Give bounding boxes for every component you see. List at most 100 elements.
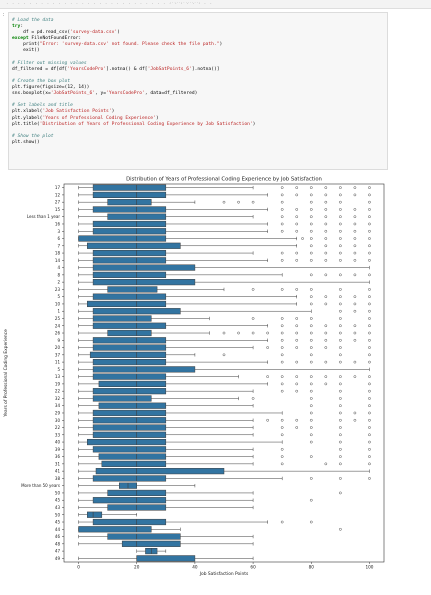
- outlier-point: [309, 244, 313, 248]
- code-cell[interactable]: # Load the data try: df = pd.read_csv('su…: [8, 12, 388, 170]
- code-line: # Load the data: [12, 18, 255, 24]
- outlier-point: [353, 186, 357, 189]
- y-tick-label: 44: [55, 527, 61, 532]
- outlier-point: [353, 375, 357, 378]
- box-group: 11: [55, 359, 371, 366]
- y-tick-label: 32: [55, 396, 61, 401]
- code-token: sns.boxplot(x=: [12, 91, 51, 97]
- box: [92, 264, 196, 271]
- outlier-point: [251, 288, 255, 291]
- boxplot-chart: Distribution of Years of Professional Co…: [3, 177, 385, 577]
- outlier-point: [339, 418, 342, 422]
- outlier-point: [295, 251, 299, 255]
- outlier-point: [324, 222, 328, 226]
- y-tick-label: 19: [55, 381, 61, 386]
- outlier-point: [280, 346, 284, 349]
- code-token: # Filter out missing values: [12, 60, 87, 66]
- outlier-point: [280, 389, 284, 393]
- outlier-point: [309, 411, 313, 415]
- box-group: 39: [55, 446, 371, 453]
- outlier-point: [295, 215, 299, 219]
- box-group: 26: [55, 329, 371, 337]
- y-tick-label: 20: [55, 345, 61, 350]
- outlier-point: [309, 426, 313, 429]
- y-axis-label: Years of Professional Coding Experience: [3, 329, 9, 418]
- box: [136, 555, 196, 562]
- outlier-point: [339, 251, 342, 255]
- outlier-point: [280, 418, 284, 422]
- y-tick-label: 15: [55, 207, 61, 212]
- box-group: More than 50 years: [21, 482, 196, 489]
- code-line: # Show the plot: [12, 134, 255, 140]
- outlier-point: [324, 229, 328, 233]
- outlier-point: [309, 397, 313, 400]
- code-token: 'JobSatPoints_6': [50, 91, 95, 97]
- box-group: 27: [55, 199, 371, 206]
- outlier-point: [353, 411, 357, 415]
- outlier-point: [309, 237, 313, 240]
- box: [87, 511, 103, 518]
- outlier-point: [368, 418, 371, 422]
- box: [92, 337, 167, 344]
- outlier-point: [368, 251, 371, 255]
- box: [92, 446, 167, 453]
- outlier-point: [295, 375, 299, 378]
- code-line: plt.figure(figsize=(12, 14)): [12, 85, 255, 91]
- outlier-point: [353, 229, 357, 233]
- outlier-point: [280, 251, 284, 255]
- outlier-point: [324, 200, 328, 204]
- y-tick-label: 48: [55, 541, 61, 546]
- code-token: # Set labels and title: [12, 103, 73, 109]
- outlier-point: [339, 353, 342, 357]
- box-group: 50: [55, 511, 137, 518]
- outlier-point: [339, 331, 342, 335]
- outlier-point: [339, 527, 342, 531]
- code-editor[interactable]: # Load the data try: df = pd.read_csv('su…: [12, 18, 255, 146]
- outlier-point: [280, 317, 284, 320]
- outlier-point: [368, 338, 371, 342]
- box: [98, 380, 167, 387]
- y-tick-label: 33: [55, 432, 61, 437]
- code-token: plt.xlabel(: [12, 109, 43, 115]
- outlier-point: [368, 382, 371, 386]
- y-tick-label: 30: [55, 418, 61, 423]
- outlier-point: [368, 229, 371, 233]
- y-tick-label: 1: [57, 309, 60, 314]
- code-token: exit(): [12, 48, 40, 54]
- y-tick-label: 27: [55, 200, 61, 205]
- code-token: # Show the plot: [12, 133, 54, 139]
- outlier-point: [353, 208, 357, 211]
- outlier-point: [368, 411, 371, 415]
- y-tick-label: 46: [55, 534, 61, 539]
- code-token: ].notna() & df[: [106, 66, 148, 72]
- box: [92, 257, 167, 264]
- box-group: Less than 1 year: [27, 213, 371, 220]
- box-group: 1: [57, 308, 371, 315]
- box: [92, 322, 167, 329]
- outlier-point: [368, 353, 371, 357]
- box-group: 37: [55, 351, 371, 358]
- outlier-point: [339, 273, 342, 277]
- outlier-point: [353, 360, 357, 364]
- y-tick-label: 5: [57, 294, 60, 299]
- code-token: plt.title(: [12, 121, 40, 127]
- y-tick-label: 17: [55, 185, 61, 190]
- outlier-point: [266, 375, 269, 378]
- outlier-point: [339, 448, 342, 451]
- outlier-point: [339, 462, 342, 466]
- box-group: 6: [57, 235, 371, 242]
- outlier-point: [368, 375, 371, 378]
- code-line: plt.ylabel('Years of Professional Coding…: [12, 116, 255, 122]
- outlier-point: [324, 251, 328, 255]
- box-group: 3: [57, 228, 371, 235]
- chart-title: Distribution of Years of Professional Co…: [126, 177, 322, 183]
- y-tick-label: Less than 1 year: [27, 214, 61, 219]
- box-group: 5: [57, 366, 370, 373]
- outlier-point: [368, 317, 371, 320]
- outlier-point: [339, 244, 342, 248]
- code-line: except FileNotFoundError:: [12, 36, 255, 42]
- outlier-point: [280, 375, 284, 378]
- y-tick-label: 8: [57, 272, 60, 277]
- box: [92, 475, 167, 482]
- outlier-point: [339, 440, 342, 444]
